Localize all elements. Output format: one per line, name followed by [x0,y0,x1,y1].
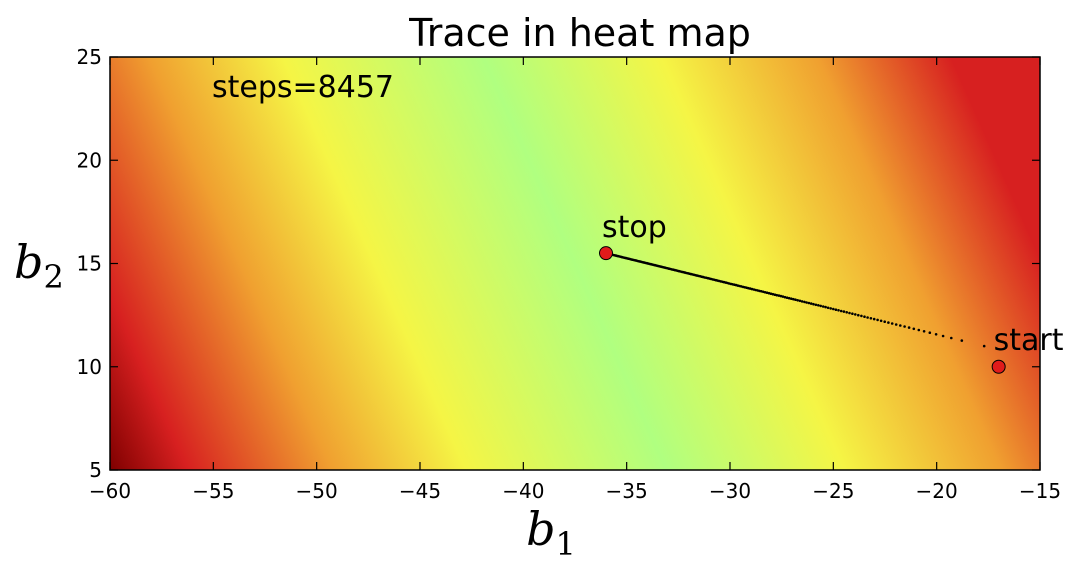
trace-point [857,313,860,317]
x-tick-label: −35 [606,479,648,503]
x-axis-label-sub: 1 [556,525,576,563]
x-tick-label: −55 [192,479,234,503]
x-tick-label: −20 [916,479,958,503]
y-axis-label: b2 [14,235,64,296]
heatmap-field [110,57,1040,470]
x-tick-label: −15 [1019,479,1061,503]
x-tick-label: −25 [812,479,854,503]
trace-point [826,306,830,310]
trace-point [796,299,799,302]
trace-point [779,294,783,298]
y-tick-label: 15 [77,252,102,276]
x-tick-label: −45 [399,479,441,503]
trace-point [773,293,777,297]
start-marker [991,359,1006,374]
chart-title: Trace in heat map [408,11,751,55]
trace-point [883,320,886,324]
trace-point [812,302,815,306]
y-axis-label-base: b [14,235,43,289]
x-axis-label: b1 [526,502,576,563]
trace-point [887,321,890,324]
trace-point [848,311,851,315]
trace-point [783,295,787,299]
trace-point [771,292,775,296]
trace-point [854,313,857,316]
trace-point [872,317,876,321]
plot-area: −60 −55 −50 −45 −40 −35 −30 −25 −20 −15 5 10 15 20 25 [77,45,1062,503]
trace-point [839,309,843,313]
ticks-group: −60 −55 −50 −45 −40 −35 −30 −25 −20 −15 5 10 15 20 25 [77,45,1062,503]
trace-point [950,336,953,340]
trace-point [824,305,827,309]
trace-point [907,326,911,329]
trace-point [899,324,902,327]
trace-point [851,312,854,316]
steps-annotation: steps=8457 [212,70,394,105]
trace-point [787,296,791,300]
trace-point [777,294,781,297]
trace-point [832,307,835,311]
trace-point [829,307,832,310]
trace-point [903,325,906,328]
start-label: start [994,323,1064,358]
trace-point [819,304,822,308]
trace-point [792,297,795,301]
y-tick-label: 25 [77,45,102,69]
stop-label: stop [602,210,667,245]
trace-point [922,330,926,333]
trace-point [917,328,921,332]
trace-point [767,291,771,295]
trace-point [805,301,808,304]
trace-point [845,311,848,314]
x-axis-label-base: b [526,502,555,556]
trace-point [894,323,898,326]
trace-point [890,322,894,325]
x-tick-label: −40 [502,479,544,503]
trace-point [876,318,879,322]
trace-point [837,309,840,312]
y-tick-label: 5 [89,458,102,482]
trace-point [800,300,804,303]
trace-point [879,319,883,323]
trace-point [842,310,846,313]
trace-point [941,334,945,338]
trace-point [934,333,938,336]
trace-group [599,246,1006,374]
y-tick-label: 20 [77,148,102,172]
x-tick-label: −50 [296,479,338,503]
trace-point [834,308,838,312]
x-tick-label: −60 [89,479,131,503]
trace-point [869,317,873,320]
trace-point [982,344,986,348]
trace-point [807,301,811,305]
trace-point [860,314,863,318]
x-tick-label: −30 [709,479,751,503]
trace-point [960,339,964,342]
trace-point [790,297,793,301]
trace-point [821,305,825,308]
trace-point [928,331,932,335]
stop-marker [599,246,613,261]
trace-point [798,299,802,303]
trace-point [794,298,797,302]
y-tick-label: 10 [77,355,102,379]
trace-point [866,316,869,319]
y-axis-label-sub: 2 [43,258,63,296]
trace-point [817,304,820,307]
trace-point [863,315,866,319]
trace-point [785,296,789,300]
trace-point [814,303,818,307]
trace-point [803,300,806,304]
trace-point [809,302,813,305]
trace-point [912,327,916,331]
trace-point [781,295,785,298]
